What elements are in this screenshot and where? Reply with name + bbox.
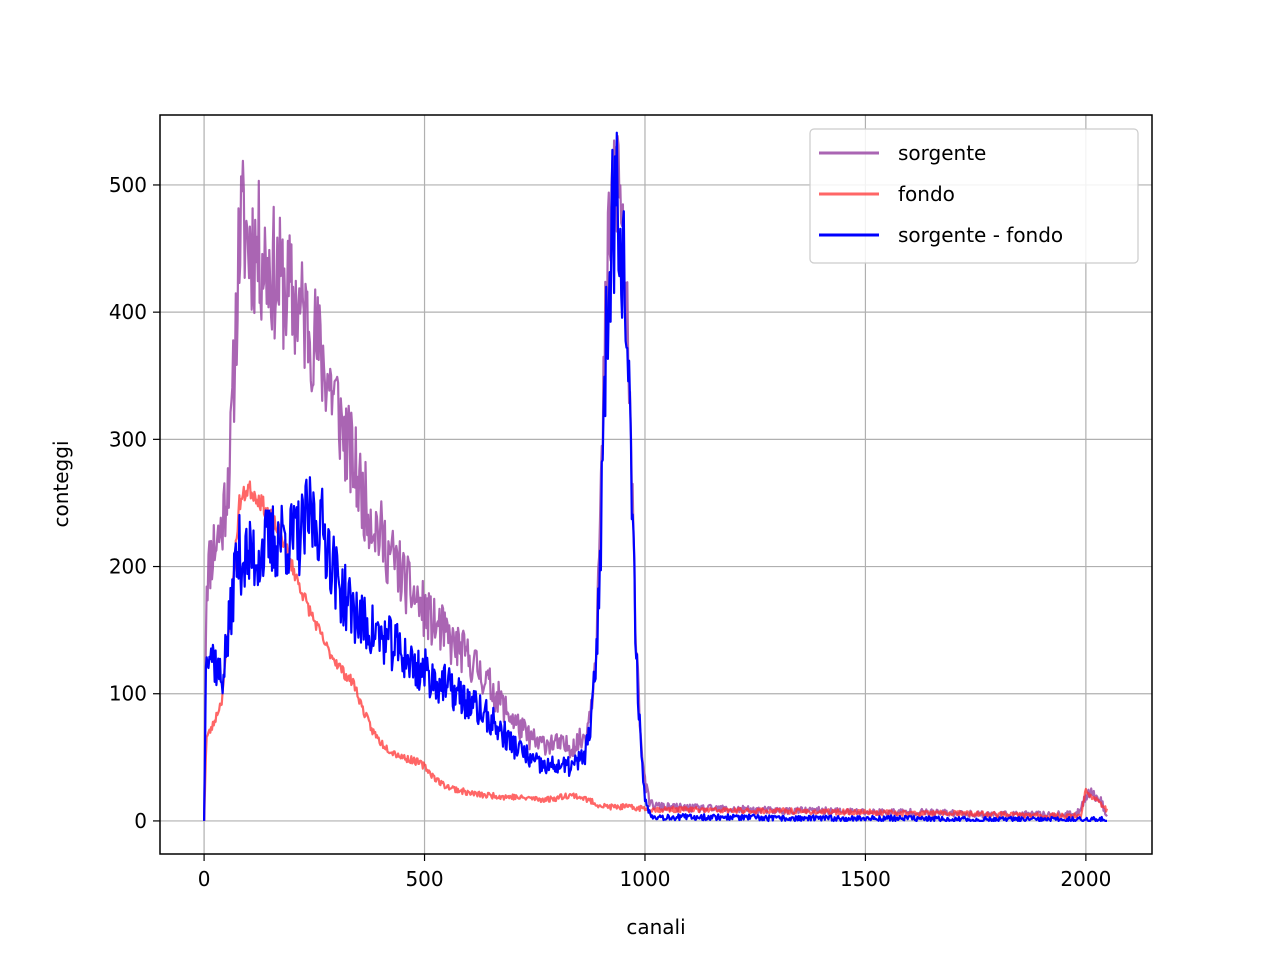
x-tick-label: 1000 — [620, 867, 671, 891]
y-tick-label: 300 — [109, 427, 147, 451]
legend-box — [809, 128, 1139, 264]
y-tick-label: 0 — [134, 809, 147, 833]
x-axis: 0 500 1000 1500 2000 — [198, 854, 1111, 891]
y-tick-label: 500 — [109, 173, 147, 197]
y-axis: 0 100 200 300 400 500 — [109, 173, 160, 833]
x-tick-label: 2000 — [1060, 867, 1111, 891]
series-line-3 — [203, 131, 1108, 822]
legend-label: fondo — [898, 182, 955, 206]
x-tick-label: 1500 — [840, 867, 891, 891]
y-tick-label: 200 — [109, 555, 147, 579]
series-line-2 — [203, 480, 1109, 821]
x-tick-label: 500 — [405, 867, 443, 891]
legend-label: sorgente — [898, 141, 986, 165]
x-axis-title: canali — [626, 915, 685, 939]
legend-label: sorgente - fondo — [898, 223, 1063, 247]
plot-frame — [159, 114, 1153, 855]
y-axis-title: conteggi — [49, 440, 73, 527]
y-tick-label: 400 — [109, 300, 147, 324]
y-tick-label: 100 — [109, 682, 147, 706]
legend: sorgente fondo sorgente - fondo — [809, 128, 1139, 264]
x-tick-label: 0 — [198, 867, 211, 891]
plot-area — [203, 131, 1109, 822]
